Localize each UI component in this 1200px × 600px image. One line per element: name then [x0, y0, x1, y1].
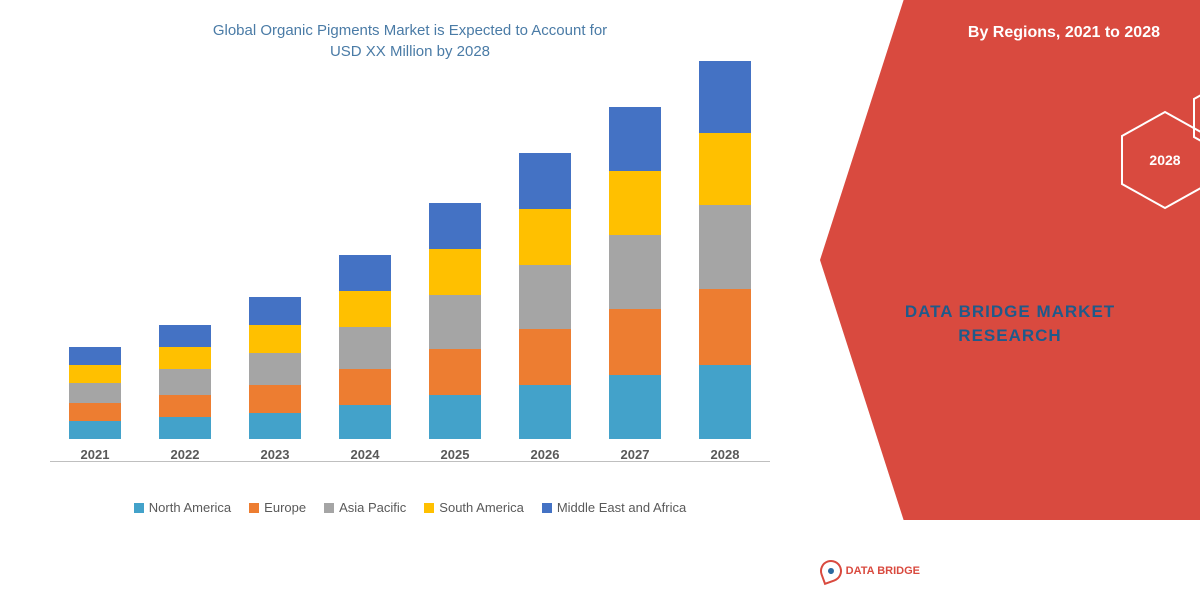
bar-segment: [339, 255, 391, 291]
chart-title: Global Organic Pigments Market is Expect…: [40, 20, 780, 62]
brand-name: DATA BRIDGE MARKET RESEARCH: [880, 300, 1140, 348]
red-background-shape: [820, 0, 1200, 520]
bar-segment: [249, 413, 301, 439]
bar-segment: [429, 295, 481, 349]
x-axis-label: 2025: [441, 447, 470, 462]
bar-column: 2025: [429, 203, 481, 462]
bar-segment: [69, 421, 121, 439]
legend-item: Asia Pacific: [324, 500, 406, 515]
bar-segment: [519, 385, 571, 439]
bar-segment: [69, 403, 121, 421]
footer-logo-text: DATA BRIDGE: [846, 565, 920, 577]
stacked-bar: [609, 107, 661, 439]
title-line-2: USD XX Million by 2028: [330, 43, 490, 60]
x-axis-label: 2027: [621, 447, 650, 462]
x-axis-label: 2026: [531, 447, 560, 462]
x-axis-label: 2023: [261, 447, 290, 462]
legend-item: Europe: [249, 500, 306, 515]
root: Global Organic Pigments Market is Expect…: [0, 0, 1200, 600]
stacked-bar: [339, 255, 391, 439]
footer-logo: DATA BRIDGE: [820, 560, 920, 582]
x-axis-label: 2024: [351, 447, 380, 462]
legend-label: South America: [439, 500, 524, 515]
bar-segment: [609, 309, 661, 375]
bar-segment: [159, 417, 211, 439]
legend-label: Asia Pacific: [339, 500, 406, 515]
legend-swatch-icon: [424, 503, 434, 513]
bar-column: 2028: [699, 61, 751, 462]
bar-segment: [429, 203, 481, 249]
legend-label: Middle East and Africa: [557, 500, 686, 515]
bar-segment: [249, 325, 301, 353]
bar-segment: [609, 235, 661, 309]
bar-segment: [519, 209, 571, 265]
bar-column: 2024: [339, 255, 391, 462]
title-line-1: Global Organic Pigments Market is Expect…: [213, 22, 607, 39]
bar-segment: [159, 347, 211, 369]
brand-line-2: RESEARCH: [958, 326, 1061, 345]
legend-item: North America: [134, 500, 231, 515]
bar-segment: [159, 395, 211, 417]
bar-segment: [339, 369, 391, 405]
bar-segment: [609, 171, 661, 235]
chart-canvas: 2021 2022 2023 2024 2025 2026 2027 2028: [40, 72, 780, 492]
bar-segment: [249, 353, 301, 385]
bar-column: 2023: [249, 297, 301, 462]
bar-segment: [699, 289, 751, 365]
bar-segment: [699, 61, 751, 133]
bar-column: 2026: [519, 153, 571, 462]
hex-2028-label: 2028: [1149, 152, 1180, 168]
bar-column: 2027: [609, 107, 661, 462]
stacked-bar: [429, 203, 481, 439]
bar-segment: [249, 297, 301, 325]
bar-column: 2021: [69, 347, 121, 462]
legend: North America Europe Asia Pacific South Ame…: [40, 500, 780, 515]
legend-swatch-icon: [249, 503, 259, 513]
x-axis-label: 2028: [711, 447, 740, 462]
bar-segment: [519, 329, 571, 385]
chart-panel: Global Organic Pigments Market is Expect…: [0, 0, 800, 600]
x-axis-label: 2021: [81, 447, 110, 462]
bar-segment: [519, 265, 571, 329]
bar-segment: [159, 369, 211, 395]
bar-segment: [69, 365, 121, 383]
stacked-bar: [519, 153, 571, 439]
legend-swatch-icon: [134, 503, 144, 513]
bar-segment: [339, 327, 391, 369]
stacked-bar: [249, 297, 301, 439]
bar-segment: [249, 385, 301, 413]
hex-2021: 2021: [1192, 78, 1200, 158]
bar-segment: [339, 405, 391, 439]
legend-item: South America: [424, 500, 524, 515]
bar-segment: [699, 205, 751, 289]
bar-segment: [69, 383, 121, 403]
stacked-bar: [69, 347, 121, 439]
legend-label: North America: [149, 500, 231, 515]
bar-segment: [339, 291, 391, 327]
bar-column: 2022: [159, 325, 211, 462]
legend-swatch-icon: [542, 503, 552, 513]
bar-segment: [699, 365, 751, 439]
stacked-bar: [159, 325, 211, 439]
bar-segment: [159, 325, 211, 347]
hex-2028: 2028: [1120, 110, 1200, 210]
bar-segment: [699, 133, 751, 205]
bar-segment: [609, 375, 661, 439]
logo-mark-icon: [817, 557, 845, 585]
brand-line-1: DATA BRIDGE MARKET: [905, 302, 1115, 321]
bar-segment: [429, 249, 481, 295]
regions-header: By Regions, 2021 to 2028: [968, 24, 1160, 42]
bars-group: 2021 2022 2023 2024 2025 2026 2027 2028: [40, 82, 780, 462]
right-panel: By Regions, 2021 to 2028 2028 2021 DATA …: [800, 0, 1200, 600]
legend-swatch-icon: [324, 503, 334, 513]
bar-segment: [69, 347, 121, 365]
stacked-bar: [699, 61, 751, 439]
bar-segment: [429, 349, 481, 395]
bar-segment: [519, 153, 571, 209]
legend-label: Europe: [264, 500, 306, 515]
x-axis-label: 2022: [171, 447, 200, 462]
bar-segment: [609, 107, 661, 171]
legend-item: Middle East and Africa: [542, 500, 686, 515]
bar-segment: [429, 395, 481, 439]
